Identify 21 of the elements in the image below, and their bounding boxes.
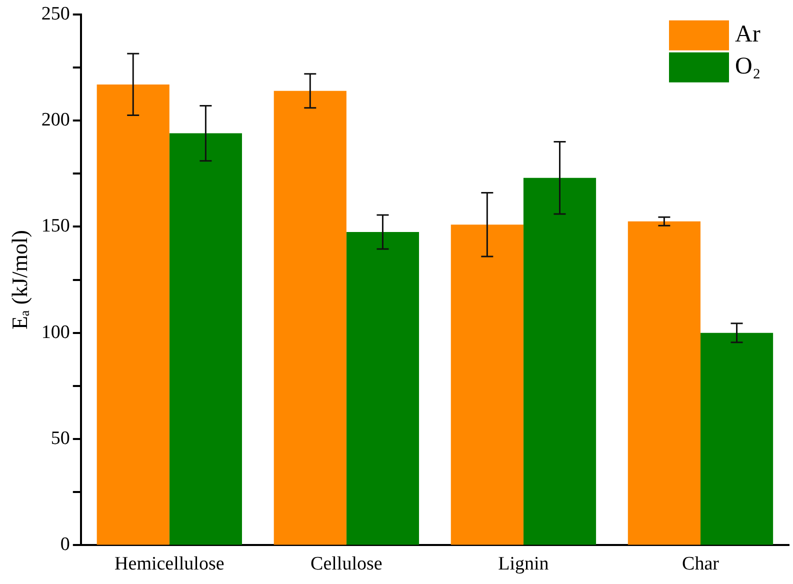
y-tick-label: 150 [41,216,70,237]
y-tick-label: 200 [41,110,70,131]
x-tick-label: Lignin [498,554,550,575]
legend-label: O₂ [735,54,761,80]
x-tick-label: Hemicellulose [114,554,224,575]
y-axis-title: Eₐ (kJ/mol) [6,230,32,330]
y-tick-label: 250 [41,3,70,24]
y-tick-label: 0 [60,534,70,556]
x-tick-label: Char [682,554,720,575]
legend-label: Ar [735,22,760,48]
x-tick-label: Cellulose [310,554,382,575]
y-tick-label: 100 [41,322,70,343]
bar [628,221,700,545]
bar [346,232,420,545]
bar [274,90,346,545]
bar [523,178,596,545]
bar [450,224,524,545]
bar [700,332,774,545]
bar [96,84,170,545]
bar [169,133,242,545]
y-tick-label: 50 [50,428,70,450]
